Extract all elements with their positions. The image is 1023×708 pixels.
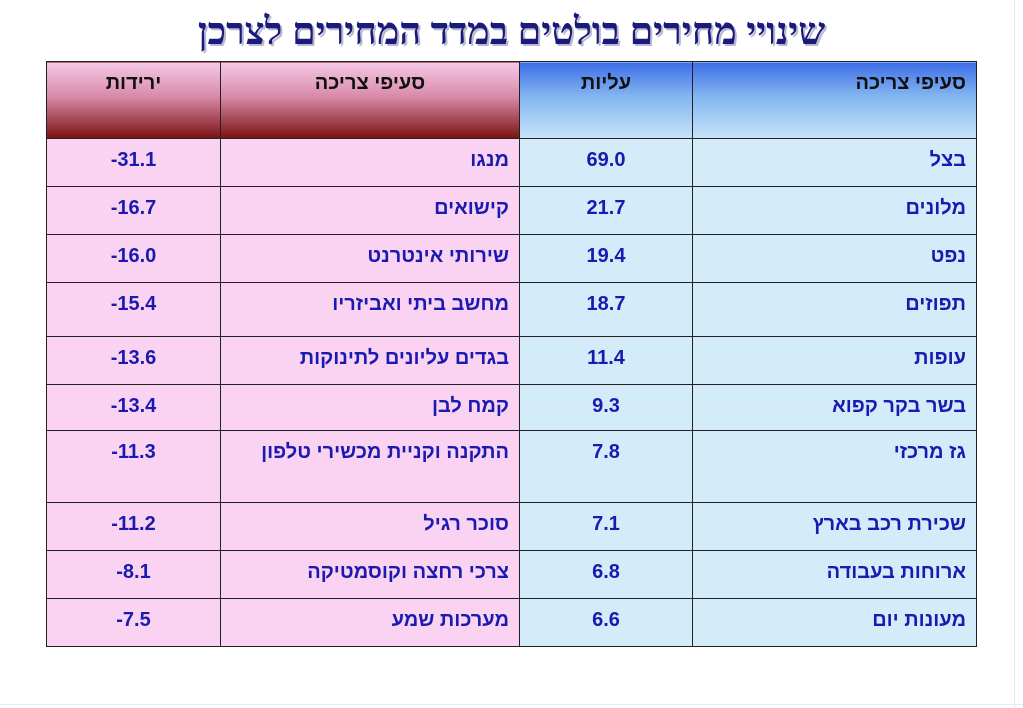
header-rise-value: עליות [519,61,693,139]
table-row: שכירת רכב בארץ 7.1 סוכר רגיל -11.2 [46,502,977,551]
rise-item-cell: ארוחות בעבודה [692,550,977,599]
rise-item-cell: עופות [692,336,977,385]
header-fall-value: ירידות [46,61,221,139]
fall-item-cell: קמח לבן [220,384,520,431]
fall-item-cell: בגדים עליונים לתינוקות [220,336,520,385]
fall-item-cell: מחשב ביתי ואביזריו [220,282,520,337]
table-row: מלונים 21.7 קישואים -16.7 [46,186,977,235]
fall-item-cell: שירותי אינטרנט [220,234,520,283]
rise-value-cell: 11.4 [519,336,693,385]
fall-item-cell: צרכי רחצה וקוסמטיקה [220,550,520,599]
rise-item-cell: בצל [692,138,977,187]
table-row: בשר בקר קפוא 9.3 קמח לבן -13.4 [46,384,977,431]
table-row: נפט 19.4 שירותי אינטרנט -16.0 [46,234,977,283]
rise-value-cell: 69.0 [519,138,693,187]
table-header-row: סעיפי צריכה עליות סעיפי צריכה ירידות [46,61,977,139]
fall-value-cell: -11.3 [46,430,221,503]
rise-value-cell: 9.3 [519,384,693,431]
fall-value-cell: -16.7 [46,186,221,235]
fall-value-cell: -8.1 [46,550,221,599]
rise-value-cell: 6.6 [519,598,693,647]
price-changes-table: סעיפי צריכה עליות סעיפי צריכה ירידות בצל… [46,61,977,647]
rise-item-cell: מעונות יום [692,598,977,647]
fall-item-cell: מנגו [220,138,520,187]
table-row: בצל 69.0 מנגו -31.1 [46,138,977,187]
rise-value-cell: 19.4 [519,234,693,283]
bottom-edge-line [0,704,1023,705]
fall-item-cell: התקנה וקניית מכשירי טלפון [220,430,520,503]
rise-item-cell: מלונים [692,186,977,235]
table-row: גז מרכזי 7.8 התקנה וקניית מכשירי טלפון -11.… [46,430,977,503]
fall-value-cell: -15.4 [46,282,221,337]
fall-item-cell: מערכות שמע [220,598,520,647]
rise-value-cell: 6.8 [519,550,693,599]
rise-value-cell: 7.8 [519,430,693,503]
table-row: תפוזים 18.7 מחשב ביתי ואביזריו -15.4 [46,282,977,337]
fall-value-cell: -13.6 [46,336,221,385]
header-fall-category: סעיפי צריכה [220,61,520,139]
rise-value-cell: 21.7 [519,186,693,235]
page-title: שינויי מחירים בולטים במדד המחירים לצרכן [197,11,826,53]
rise-item-cell: נפט [692,234,977,283]
header-rise-category: סעיפי צריכה [692,61,977,139]
rise-value-cell: 18.7 [519,282,693,337]
right-edge-line [1014,0,1015,708]
fall-value-cell: -13.4 [46,384,221,431]
fall-item-cell: קישואים [220,186,520,235]
fall-value-cell: -11.2 [46,502,221,551]
rise-item-cell: שכירת רכב בארץ [692,502,977,551]
rise-item-cell: תפוזים [692,282,977,337]
table-row: ארוחות בעבודה 6.8 צרכי רחצה וקוסמטיקה -8.1 [46,550,977,599]
fall-value-cell: -16.0 [46,234,221,283]
fall-value-cell: -31.1 [46,138,221,187]
table-row: מעונות יום 6.6 מערכות שמע -7.5 [46,598,977,647]
table-row: עופות 11.4 בגדים עליונים לתינוקות -13.6 [46,336,977,385]
rise-value-cell: 7.1 [519,502,693,551]
rise-item-cell: גז מרכזי [692,430,977,503]
rise-item-cell: בשר בקר קפוא [692,384,977,431]
fall-value-cell: -7.5 [46,598,221,647]
fall-item-cell: סוכר רגיל [220,502,520,551]
